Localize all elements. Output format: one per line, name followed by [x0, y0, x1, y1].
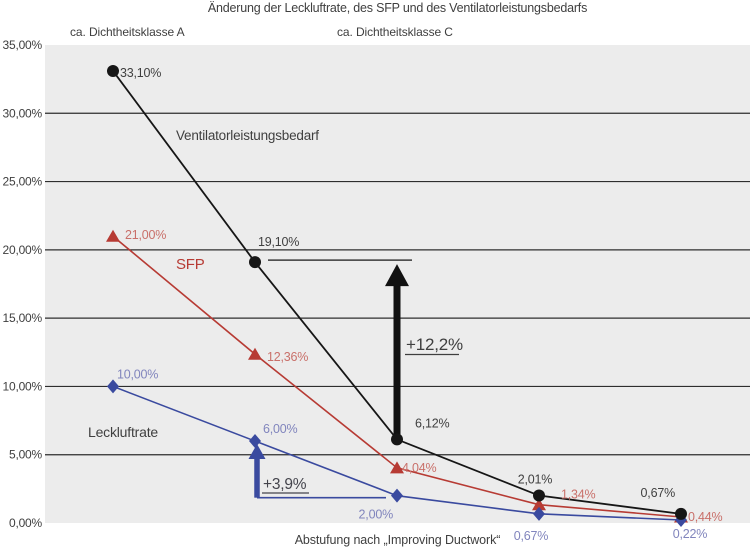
- data-point-marker-leckluftrate: [249, 434, 261, 449]
- annotation-arrow-head: [248, 444, 266, 460]
- series-name-label-leckluftrate: Leckluftrate: [88, 424, 158, 440]
- data-point-label-sfp: 4,04%: [402, 461, 437, 475]
- annotation-arrow-head: [385, 264, 409, 287]
- data-point-marker-ventilatorleistungsbedarf: [249, 256, 261, 269]
- data-point-label-leckluftrate: 2,00%: [359, 508, 394, 522]
- data-point-label-ventilatorleistungsbedarf: 19,10%: [258, 235, 299, 249]
- data-point-label-leckluftrate: 6,00%: [263, 422, 298, 436]
- data-point-marker-leckluftrate: [391, 488, 403, 503]
- y-tick-label: 15,00%: [3, 311, 43, 325]
- y-tick-label: 20,00%: [3, 243, 43, 257]
- data-point-label-ventilatorleistungsbedarf: 2,01%: [518, 473, 553, 487]
- y-tick-label: 25,00%: [3, 175, 43, 189]
- series-name-label-sfp: SFP: [176, 256, 205, 273]
- data-point-label-ventilatorleistungsbedarf: 6,12%: [415, 416, 450, 430]
- y-tick-label: 30,00%: [3, 106, 43, 120]
- data-point-label-ventilatorleistungsbedarf: 33,10%: [120, 66, 161, 80]
- data-point-label-leckluftrate: 0,67%: [514, 529, 549, 543]
- data-point-marker-ventilatorleistungsbedarf: [533, 489, 545, 502]
- data-point-marker-leckluftrate: [107, 379, 119, 394]
- dichtheitsklasse-c-label: ca. Dichtheitsklasse C: [337, 25, 453, 39]
- y-tick-label: 5,00%: [9, 448, 43, 462]
- data-point-marker-sfp: [248, 347, 262, 360]
- series-name-label-ventilatorleistungsbedarf: Ventilatorleistungsbedarf: [176, 128, 319, 143]
- data-point-marker-sfp: [532, 498, 546, 511]
- y-tick-label: 0,00%: [9, 516, 43, 530]
- data-point-label-sfp: 1,34%: [561, 488, 596, 502]
- data-point-label-sfp: 12,36%: [267, 350, 308, 364]
- data-point-marker-ventilatorleistungsbedarf: [675, 507, 687, 520]
- data-point-marker-leckluftrate: [533, 506, 545, 521]
- data-point-label-leckluftrate: 10,00%: [117, 367, 158, 381]
- annotation-label: +12,2%: [406, 335, 463, 354]
- x-axis-label: Abstufung nach „Improving Ductwork“: [294, 533, 501, 547]
- data-point-marker-ventilatorleistungsbedarf: [391, 433, 403, 446]
- data-point-marker-sfp: [106, 229, 120, 242]
- data-point-label-leckluftrate: 0,22%: [673, 527, 708, 541]
- data-point-marker-ventilatorleistungsbedarf: [107, 64, 119, 77]
- annotation-label: +3,9%: [263, 476, 307, 493]
- data-point-label-sfp: 0,44%: [688, 510, 723, 524]
- chart-title: Änderung der Leckluftrate, des SFP und d…: [207, 1, 588, 15]
- dichtheitsklasse-a-label: ca. Dichtheitsklasse A: [70, 25, 185, 39]
- data-point-label-sfp: 21,00%: [125, 228, 166, 242]
- data-point-label-ventilatorleistungsbedarf: 0,67%: [641, 486, 676, 500]
- y-tick-label: 35,00%: [3, 38, 43, 52]
- data-point-marker-sfp: [390, 461, 404, 474]
- y-tick-label: 10,00%: [3, 379, 43, 393]
